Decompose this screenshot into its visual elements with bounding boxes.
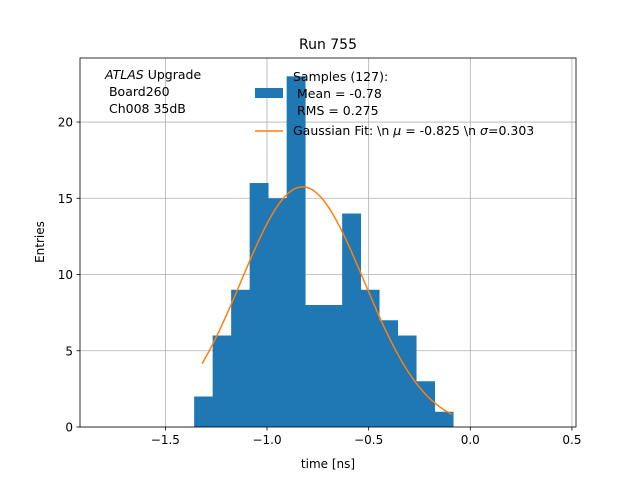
chart-title: Run 755: [299, 37, 357, 53]
histogram-bar: [194, 396, 214, 427]
histogram-bar: [212, 335, 232, 427]
histogram-bar: [268, 198, 288, 427]
legend-fit-sigma-symbol: σ: [480, 123, 489, 138]
histogram-bar: [416, 381, 436, 427]
x-tick-label: −0.5: [354, 433, 383, 447]
legend-hist-swatch: [255, 88, 283, 98]
annotation-atlas: ATLAS: [104, 67, 144, 82]
histogram-bar: [286, 76, 306, 428]
histogram-bar: [397, 335, 417, 427]
y-tick-label: 10: [58, 268, 73, 282]
x-tick-label: 0.0: [461, 433, 480, 447]
histogram-bar: [342, 213, 362, 427]
x-tick-label: −1.5: [151, 433, 180, 447]
legend-hist-label-2: Mean = -0.78: [293, 86, 382, 101]
legend-fit-sigma-value: =0.303: [488, 123, 534, 138]
legend-fit-prefix: Gaussian Fit: \n: [293, 123, 393, 138]
annotation-line-2: Board260: [105, 84, 170, 99]
x-tick-label: 0.5: [562, 433, 581, 447]
legend-fit-mu-symbol: μ: [392, 123, 401, 138]
x-axis-label: time [ns]: [301, 457, 355, 471]
annotation-line-1: ATLAS Upgrade: [104, 67, 201, 82]
y-axis-ticks: 0 5 10 15 20: [58, 116, 80, 435]
histogram-bar: [323, 305, 343, 427]
histogram-bar: [305, 305, 325, 427]
legend: Samples (127): Mean = -0.78 RMS = 0.275 …: [255, 69, 534, 138]
plot-frame: [79, 57, 577, 428]
y-tick-label: 15: [58, 192, 73, 206]
y-tick-label: 20: [58, 116, 73, 130]
gaussian-fit-curve: [201, 186, 453, 415]
y-axis-label: Entries: [33, 221, 47, 263]
atlas-annotation: ATLAS Upgrade Board260 Ch008 35dB: [104, 67, 201, 116]
legend-hist-label-3: RMS = 0.275: [293, 103, 379, 118]
legend-fit-label: Gaussian Fit: \n μ = -0.825 \n σ=0.303: [293, 123, 534, 138]
x-axis-ticks: −1.5 −1.0 −0.5 0.0 0.5: [151, 427, 581, 447]
histogram-bar: [434, 411, 454, 427]
x-tick-label: −1.0: [252, 433, 281, 447]
legend-hist-label-1: Samples (127):: [293, 69, 388, 84]
annotation-upgrade: Upgrade: [144, 67, 202, 82]
histogram-bar: [249, 183, 269, 427]
y-tick-label: 0: [65, 421, 73, 435]
histogram-bar: [360, 289, 380, 427]
annotation-line-3: Ch008 35dB: [105, 101, 186, 116]
histogram-bar: [231, 289, 251, 427]
legend-fit-mu-value: = -0.825 \n: [401, 123, 480, 138]
y-tick-label: 5: [65, 344, 73, 358]
